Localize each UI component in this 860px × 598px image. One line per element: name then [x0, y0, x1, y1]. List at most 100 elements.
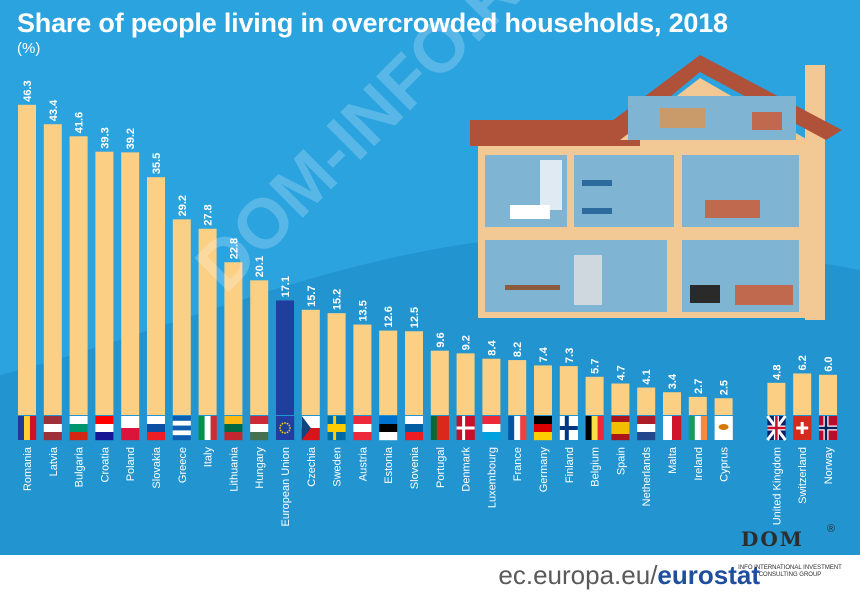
- category-label-norway: Norway: [823, 447, 835, 485]
- category-label-czechia: Czechia: [306, 446, 318, 487]
- bar-sweden: [327, 313, 346, 415]
- house-illustration: [470, 55, 842, 320]
- category-label-germany: Germany: [538, 447, 550, 493]
- bar-lithuania: [224, 262, 243, 415]
- category-label-hungary: Hungary: [254, 447, 266, 489]
- fridge-icon: [574, 255, 602, 305]
- bar-finland: [559, 366, 578, 415]
- category-label-lithuania: Lithuania: [228, 446, 240, 492]
- netherlands-flag: [637, 416, 656, 441]
- bar-bulgaria: [69, 136, 88, 415]
- bar-germany: [534, 365, 552, 415]
- belgium-flag: [585, 416, 604, 440]
- category-label-france: France: [512, 447, 524, 481]
- bed-icon: [705, 200, 760, 218]
- category-label-bulgaria: Bulgaria: [74, 446, 86, 487]
- value-label-hungary: 20.1: [254, 256, 266, 277]
- lithuania-flag: [224, 416, 243, 441]
- bar-croatia: [95, 151, 114, 415]
- logo-registered-mark: ®: [827, 523, 836, 535]
- slovakia-flag: [147, 416, 165, 441]
- tv-icon: [690, 285, 720, 303]
- bar-denmark: [456, 353, 475, 415]
- category-label-slovenia: Slovenia: [409, 446, 421, 489]
- category-label-sweden: Sweden: [332, 447, 344, 487]
- bar-cyprus: [714, 398, 733, 415]
- value-label-bulgaria: 41.6: [74, 112, 86, 133]
- category-label-netherlands: Netherlands: [641, 447, 653, 507]
- value-label-spain: 4.7: [615, 365, 627, 380]
- value-label-belgium: 5.7: [590, 359, 602, 374]
- bar-czechia: [301, 309, 320, 415]
- flags-layer: [18, 415, 838, 441]
- sweden-flag: [327, 416, 346, 441]
- eurostat-brand: eurostat: [657, 560, 760, 590]
- category-label-finland: Finland: [564, 447, 576, 483]
- bunk-bed-lower-icon: [582, 208, 612, 214]
- category-labels-layer: Romania Latvia Bulgaria Croatia Poland Slovak…: [22, 446, 835, 526]
- bar-luxembourg: [482, 358, 501, 415]
- category-label-denmark: Denmark: [461, 447, 473, 492]
- bar-belgium: [585, 376, 604, 415]
- bar-portugal: [430, 350, 449, 415]
- portugal-flag: [430, 416, 449, 440]
- bars-layer: [18, 104, 837, 416]
- value-label-germany: 7.4: [538, 346, 550, 362]
- category-label-malta: Malta: [667, 446, 679, 474]
- category-label-portugal: Portugal: [435, 447, 447, 488]
- malta-flag: [663, 416, 682, 440]
- bar-malta: [663, 392, 681, 415]
- bunk-bed-icon: [582, 180, 612, 186]
- bar-slovakia: [147, 177, 165, 415]
- value-label-poland: 39.2: [125, 128, 137, 149]
- desk-icon: [752, 112, 782, 130]
- kids-room: [574, 155, 674, 227]
- romania-flag: [18, 416, 37, 440]
- bar-chart: 46.3 43.4 41.6 39.3 39.2 35.5 29.2 27.8 22.8 20.1…: [0, 55, 860, 555]
- value-label-sweden: 15.2: [332, 289, 344, 310]
- value-label-czechia: 15.7: [306, 285, 318, 306]
- value-label-norway: 6.0: [823, 357, 835, 372]
- chart-title: Share of people living in overcrowded ho…: [17, 8, 728, 38]
- cyprus-flag: [714, 416, 733, 440]
- bar-united-kingdom: [767, 382, 786, 415]
- italy-flag: [198, 416, 217, 440]
- category-label-latvia: Latvia: [48, 446, 60, 476]
- value-label-denmark: 9.2: [461, 335, 473, 350]
- value-label-slovenia: 12.5: [409, 307, 421, 328]
- hungary-flag: [250, 416, 269, 441]
- uk-flag: [766, 415, 787, 441]
- category-label-belgium: Belgium: [590, 447, 602, 487]
- category-label-slovakia: Slovakia: [151, 446, 163, 488]
- bar-norway: [819, 374, 837, 415]
- poland-flag: [121, 416, 140, 441]
- chart-unit: (%): [17, 40, 41, 57]
- denmark-flag: [456, 416, 475, 440]
- czechia-flag: [301, 416, 320, 441]
- value-label-greece: 29.2: [177, 195, 189, 216]
- sofa-icon: [735, 285, 793, 305]
- shower-icon: [540, 160, 562, 210]
- switzerland-flag: [793, 416, 812, 440]
- france-flag: [508, 416, 527, 440]
- logo-text: DOM: [741, 527, 804, 551]
- value-labels-layer: 46.3 43.4 41.6 39.3 39.2 35.5 29.2 27.8 22.8 20.1…: [22, 80, 835, 395]
- estonia-flag: [379, 416, 398, 441]
- value-label-united-kingdom: 4.8: [771, 365, 783, 380]
- spain-flag: [611, 416, 630, 441]
- bar-austria: [353, 324, 372, 415]
- value-label-finland: 7.3: [564, 348, 576, 363]
- value-label-romania: 46.3: [22, 80, 34, 101]
- logo-subtext: INFO INTERNATIONAL INVESTMENT CONSULTING…: [738, 565, 842, 578]
- category-label-luxembourg: Luxembourg: [486, 447, 498, 508]
- bar-romania: [18, 104, 36, 415]
- bulgaria-flag: [69, 416, 88, 441]
- value-label-malta: 3.4: [667, 373, 679, 389]
- value-label-portugal: 9.6: [435, 332, 447, 347]
- norway-flag: [819, 416, 838, 440]
- value-label-ireland: 2.7: [693, 379, 705, 394]
- attic-sofa-icon: [660, 108, 705, 128]
- source-url: ec.europa.eu/: [498, 560, 658, 590]
- finland-flag: [559, 416, 578, 440]
- bar-greece: [172, 219, 191, 415]
